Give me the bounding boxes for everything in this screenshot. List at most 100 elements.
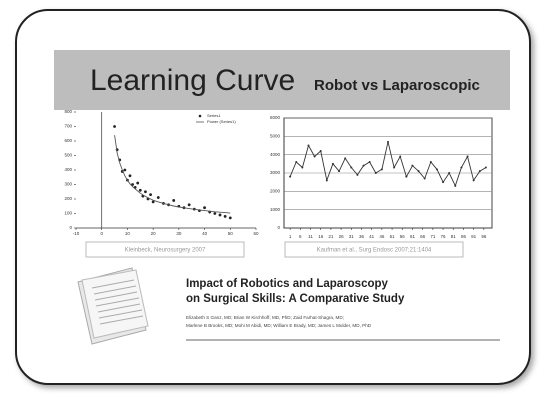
data-point bbox=[213, 212, 216, 215]
legend-label: Series1 bbox=[207, 113, 221, 118]
data-point bbox=[320, 150, 322, 152]
x-tick-label: -10 bbox=[73, 231, 80, 236]
y-tick-label: 100 bbox=[64, 211, 72, 216]
data-point bbox=[356, 174, 358, 176]
data-point bbox=[219, 214, 222, 217]
x-tick-label: 86 bbox=[461, 234, 467, 239]
data-point bbox=[375, 172, 377, 174]
data-point bbox=[430, 161, 432, 163]
data-point bbox=[363, 165, 365, 167]
data-point bbox=[289, 176, 291, 178]
plot-area bbox=[76, 112, 256, 228]
data-point bbox=[307, 145, 309, 147]
left-caption: Kleinbeck, Neurosurgery 2007 bbox=[125, 248, 206, 254]
data-point bbox=[136, 182, 139, 185]
x-tick-label: 96 bbox=[481, 234, 487, 239]
data-point bbox=[203, 206, 206, 209]
y-tick-label: 6000 bbox=[270, 115, 281, 120]
data-point bbox=[139, 189, 142, 192]
data-point bbox=[338, 170, 340, 172]
x-tick-label: 56 bbox=[400, 234, 406, 239]
data-point bbox=[442, 181, 444, 183]
x-tick-label: 41 bbox=[369, 234, 375, 239]
data-point bbox=[436, 168, 438, 170]
x-tick-label: 31 bbox=[349, 234, 355, 239]
data-point bbox=[224, 215, 227, 218]
data-point bbox=[381, 168, 383, 170]
data-point bbox=[295, 161, 297, 163]
data-point bbox=[129, 174, 132, 177]
slide: Learning Curve Robot vs Laparoscopic Kle… bbox=[0, 0, 548, 401]
data-point bbox=[399, 156, 401, 158]
data-point bbox=[113, 125, 116, 128]
data-point bbox=[123, 169, 126, 172]
x-tick-label: 66 bbox=[420, 234, 426, 239]
page: { "slide": { "title": "Learning Curve", … bbox=[0, 0, 548, 401]
data-point bbox=[454, 185, 456, 187]
data-point bbox=[332, 163, 334, 165]
data-point bbox=[301, 167, 303, 169]
data-point bbox=[229, 216, 232, 219]
x-tick-label: 81 bbox=[451, 234, 457, 239]
x-tick-label: 46 bbox=[379, 234, 385, 239]
x-tick-label: 40 bbox=[202, 231, 208, 236]
y-tick-label: 500 bbox=[64, 153, 72, 158]
x-tick-label: 16 bbox=[318, 234, 324, 239]
data-point bbox=[460, 167, 462, 169]
x-tick-label: 30 bbox=[176, 231, 182, 236]
x-tick-label: 50 bbox=[228, 231, 234, 236]
y-tick-label: 4000 bbox=[270, 152, 281, 157]
data-point bbox=[405, 176, 407, 178]
x-tick-label: 51 bbox=[390, 234, 396, 239]
y-tick-label: 5000 bbox=[270, 134, 281, 139]
data-point bbox=[149, 193, 152, 196]
y-tick-label: 300 bbox=[64, 182, 72, 187]
paper-title: Impact of Robotics and Laparoscopy bbox=[186, 278, 389, 290]
data-point bbox=[369, 161, 371, 163]
data-point bbox=[485, 167, 487, 169]
data-point bbox=[314, 156, 316, 158]
right-caption: Kaufman et al., Surg Endosc 2007;21:1404 bbox=[317, 248, 432, 254]
x-tick-label: 91 bbox=[471, 234, 477, 239]
data-point bbox=[344, 157, 346, 159]
data-point bbox=[424, 178, 426, 180]
x-tick-label: 61 bbox=[410, 234, 416, 239]
legend-label: Power (Series1) bbox=[207, 119, 236, 124]
data-point bbox=[157, 196, 160, 199]
y-tick-label: 3000 bbox=[270, 170, 281, 175]
x-tick-label: 76 bbox=[441, 234, 447, 239]
y-tick-label: 700 bbox=[64, 124, 72, 129]
data-point bbox=[188, 203, 191, 206]
x-tick-label: 26 bbox=[339, 234, 345, 239]
paper-title: on Surgical Skills: A Comparative Study bbox=[186, 293, 405, 305]
data-point bbox=[350, 167, 352, 169]
data-point bbox=[393, 167, 395, 169]
data-point bbox=[387, 141, 389, 143]
paper-authors: Elizabeth S Ganz, MD; Brian W Kirchhoff,… bbox=[186, 315, 344, 320]
y-tick-label: 200 bbox=[64, 196, 72, 201]
slide-subtitle: Robot vs Laparoscopic bbox=[314, 77, 480, 94]
y-tick-label: 2000 bbox=[270, 189, 281, 194]
data-point bbox=[411, 165, 413, 167]
x-tick-label: 21 bbox=[328, 234, 334, 239]
data-point bbox=[418, 170, 420, 172]
y-tick-label: 1000 bbox=[270, 207, 281, 212]
x-tick-label: 60 bbox=[253, 231, 259, 236]
x-tick-label: 20 bbox=[151, 231, 157, 236]
y-tick-label: 800 bbox=[64, 109, 72, 114]
slide-title: Learning Curve bbox=[90, 64, 295, 97]
data-point bbox=[448, 172, 450, 174]
x-tick-label: 10 bbox=[125, 231, 131, 236]
y-tick-label: 400 bbox=[64, 167, 72, 172]
data-point bbox=[479, 170, 481, 172]
x-tick-label: 36 bbox=[359, 234, 365, 239]
y-tick-label: 600 bbox=[64, 138, 72, 143]
legend-swatch bbox=[199, 115, 202, 118]
paper-authors: Marlene B Brooks, MD; Mohi M Abidi, MD; … bbox=[186, 323, 372, 328]
x-tick-label: 11 bbox=[308, 234, 313, 239]
data-point bbox=[473, 179, 475, 181]
data-point bbox=[172, 199, 175, 202]
x-tick-label: 71 bbox=[430, 234, 436, 239]
